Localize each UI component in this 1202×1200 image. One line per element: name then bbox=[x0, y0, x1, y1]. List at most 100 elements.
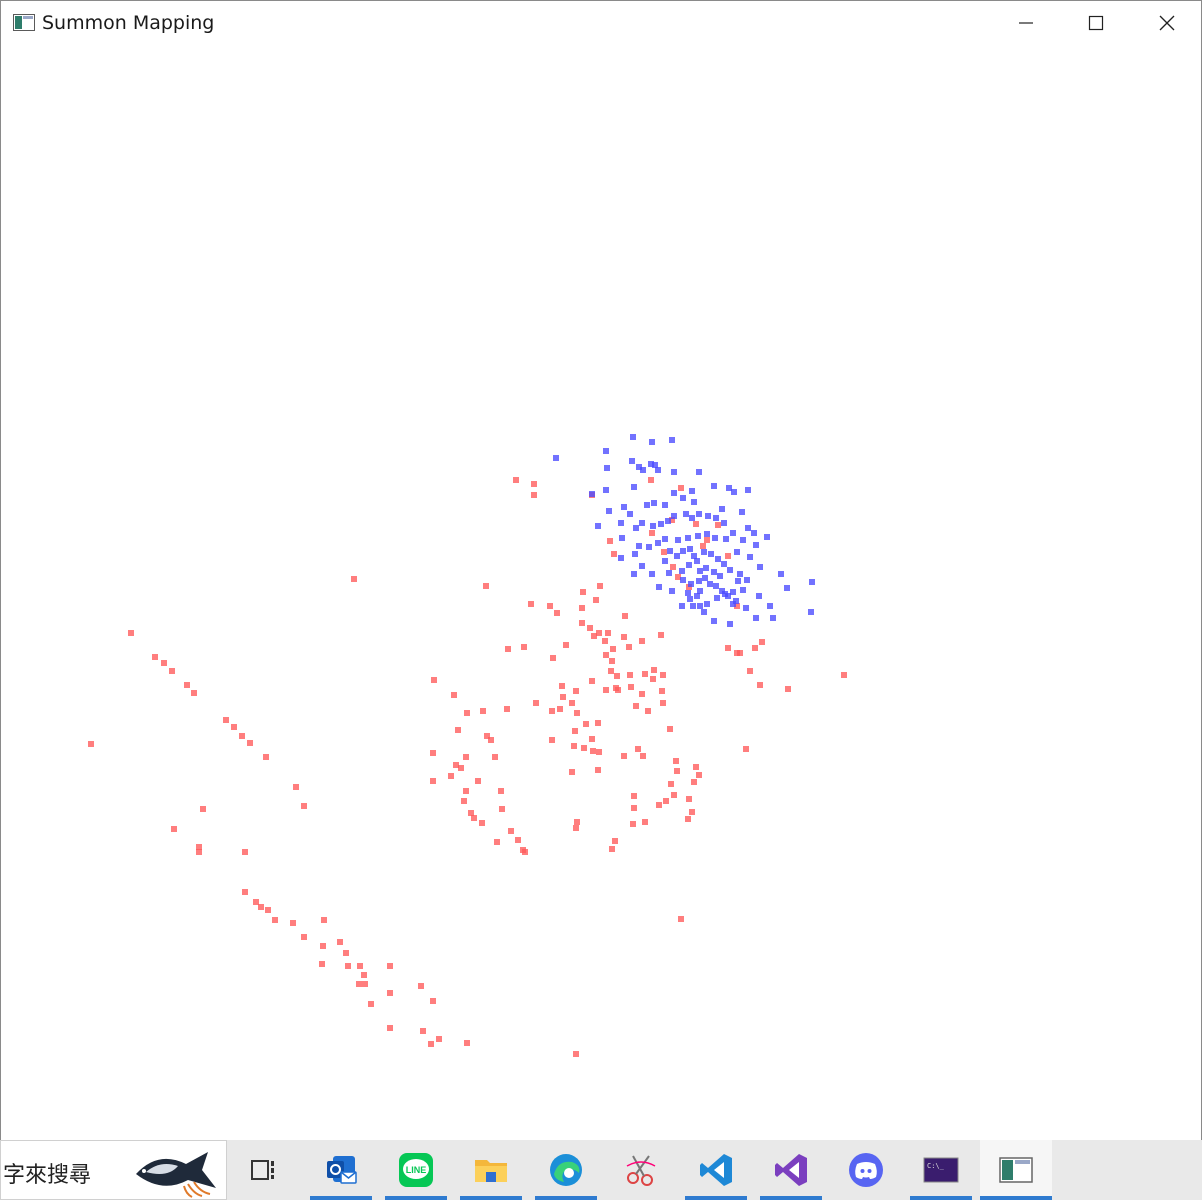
scatter-point bbox=[680, 548, 686, 554]
scatter-point bbox=[671, 513, 677, 519]
scatter-point bbox=[757, 682, 763, 688]
scatter-point bbox=[715, 522, 721, 528]
taskbar-edge[interactable] bbox=[535, 1140, 597, 1200]
scatter-point bbox=[705, 513, 711, 519]
taskbar-discord[interactable] bbox=[835, 1140, 897, 1200]
scatter-point bbox=[521, 644, 527, 650]
scatter-point bbox=[722, 591, 728, 597]
scatter-point bbox=[574, 710, 580, 716]
scatter-point bbox=[714, 595, 720, 601]
scatter-point bbox=[701, 609, 707, 615]
scatter-point bbox=[743, 746, 749, 752]
scatter-point bbox=[636, 464, 642, 470]
scatter-point bbox=[756, 593, 762, 599]
scatter-point bbox=[690, 603, 696, 609]
scatter-point bbox=[492, 754, 498, 760]
scatter-point bbox=[689, 488, 695, 494]
title-bar[interactable]: Summon Mapping bbox=[1, 1, 1201, 45]
scatter-point bbox=[648, 461, 654, 467]
scatter-point bbox=[652, 462, 658, 468]
scatter-point bbox=[621, 504, 627, 510]
scatter-point bbox=[480, 708, 486, 714]
scatter-point bbox=[642, 819, 648, 825]
scatter-point bbox=[707, 581, 713, 587]
taskbar-outlook[interactable] bbox=[310, 1140, 372, 1200]
scatter-point bbox=[630, 434, 636, 440]
scatter-point bbox=[609, 658, 615, 664]
scatter-point bbox=[247, 740, 253, 746]
scatter-point bbox=[753, 542, 759, 548]
scatter-point bbox=[711, 569, 717, 575]
scatter-point bbox=[678, 485, 684, 491]
scatter-point bbox=[602, 638, 608, 644]
scatter-point bbox=[484, 733, 490, 739]
scatter-point bbox=[448, 773, 454, 779]
scatter-point bbox=[239, 733, 245, 739]
scatter-point bbox=[656, 584, 662, 590]
taskbar-vscode[interactable] bbox=[685, 1140, 747, 1200]
minimize-button[interactable] bbox=[991, 1, 1061, 45]
scatter-point bbox=[778, 571, 784, 577]
scatter-point bbox=[697, 588, 703, 594]
close-button[interactable] bbox=[1132, 1, 1202, 45]
scatter-point bbox=[596, 749, 602, 755]
scatter-point bbox=[694, 593, 700, 599]
scatter-point bbox=[809, 579, 815, 585]
scatter-point bbox=[747, 668, 753, 674]
scatter-point bbox=[613, 685, 619, 691]
minimize-icon bbox=[1019, 22, 1033, 24]
taskbar-search[interactable]: 字來搜尋 bbox=[0, 1140, 227, 1200]
scatter-point bbox=[499, 806, 505, 812]
scatter-point bbox=[196, 844, 202, 850]
scatter-point bbox=[571, 743, 577, 749]
running-indicator bbox=[460, 1196, 522, 1200]
scatter-point bbox=[593, 597, 599, 603]
taskbar-snipping-tool[interactable] bbox=[610, 1140, 672, 1200]
taskbar-summon-mapping[interactable] bbox=[980, 1140, 1052, 1200]
scatter-point bbox=[362, 981, 368, 987]
scatter-point bbox=[739, 509, 745, 515]
task-view-button[interactable] bbox=[233, 1140, 295, 1200]
scatter-point bbox=[727, 621, 733, 627]
scatter-point bbox=[669, 517, 675, 523]
scatter-point bbox=[579, 605, 585, 611]
taskbar-line[interactable]: LINE bbox=[385, 1140, 447, 1200]
scatter-point bbox=[679, 568, 685, 574]
scatter-point bbox=[686, 562, 692, 568]
scatter-point bbox=[669, 588, 675, 594]
scatter-point bbox=[661, 549, 667, 555]
scatter-point bbox=[730, 530, 736, 536]
scatter-point bbox=[319, 961, 325, 967]
scatter-point bbox=[649, 530, 655, 536]
scatter-point bbox=[428, 1041, 434, 1047]
scatter-point bbox=[808, 609, 814, 615]
scatter-point bbox=[683, 511, 689, 517]
taskbar-file-explorer[interactable] bbox=[460, 1140, 522, 1200]
close-icon bbox=[1159, 15, 1175, 31]
line-icon-label: LINE bbox=[406, 1165, 427, 1175]
scatter-point bbox=[479, 820, 485, 826]
taskbar-terminal[interactable]: C:\_ bbox=[910, 1140, 972, 1200]
scatter-point bbox=[618, 555, 624, 561]
scatter-point bbox=[713, 515, 719, 521]
scatter-point bbox=[658, 632, 664, 638]
scatter-point bbox=[668, 781, 674, 787]
scatter-point bbox=[351, 576, 357, 582]
scatter-point bbox=[595, 523, 601, 529]
scatter-point bbox=[253, 899, 259, 905]
scatter-point bbox=[662, 536, 668, 542]
scatter-point bbox=[581, 745, 587, 751]
scatter-plot bbox=[88, 434, 847, 1057]
taskbar-visual-studio[interactable] bbox=[760, 1140, 822, 1200]
scatter-point bbox=[675, 537, 681, 543]
terminal-icon-label: C:\_ bbox=[927, 1162, 945, 1170]
maximize-button[interactable] bbox=[1061, 1, 1131, 45]
scatter-point bbox=[660, 672, 666, 678]
scatter-point bbox=[639, 520, 645, 526]
scatter-point bbox=[242, 849, 248, 855]
scatter-point bbox=[184, 682, 190, 688]
scatter-point bbox=[636, 543, 642, 549]
scatter-point bbox=[430, 778, 436, 784]
scatter-point bbox=[345, 963, 351, 969]
scatter-point bbox=[693, 764, 699, 770]
